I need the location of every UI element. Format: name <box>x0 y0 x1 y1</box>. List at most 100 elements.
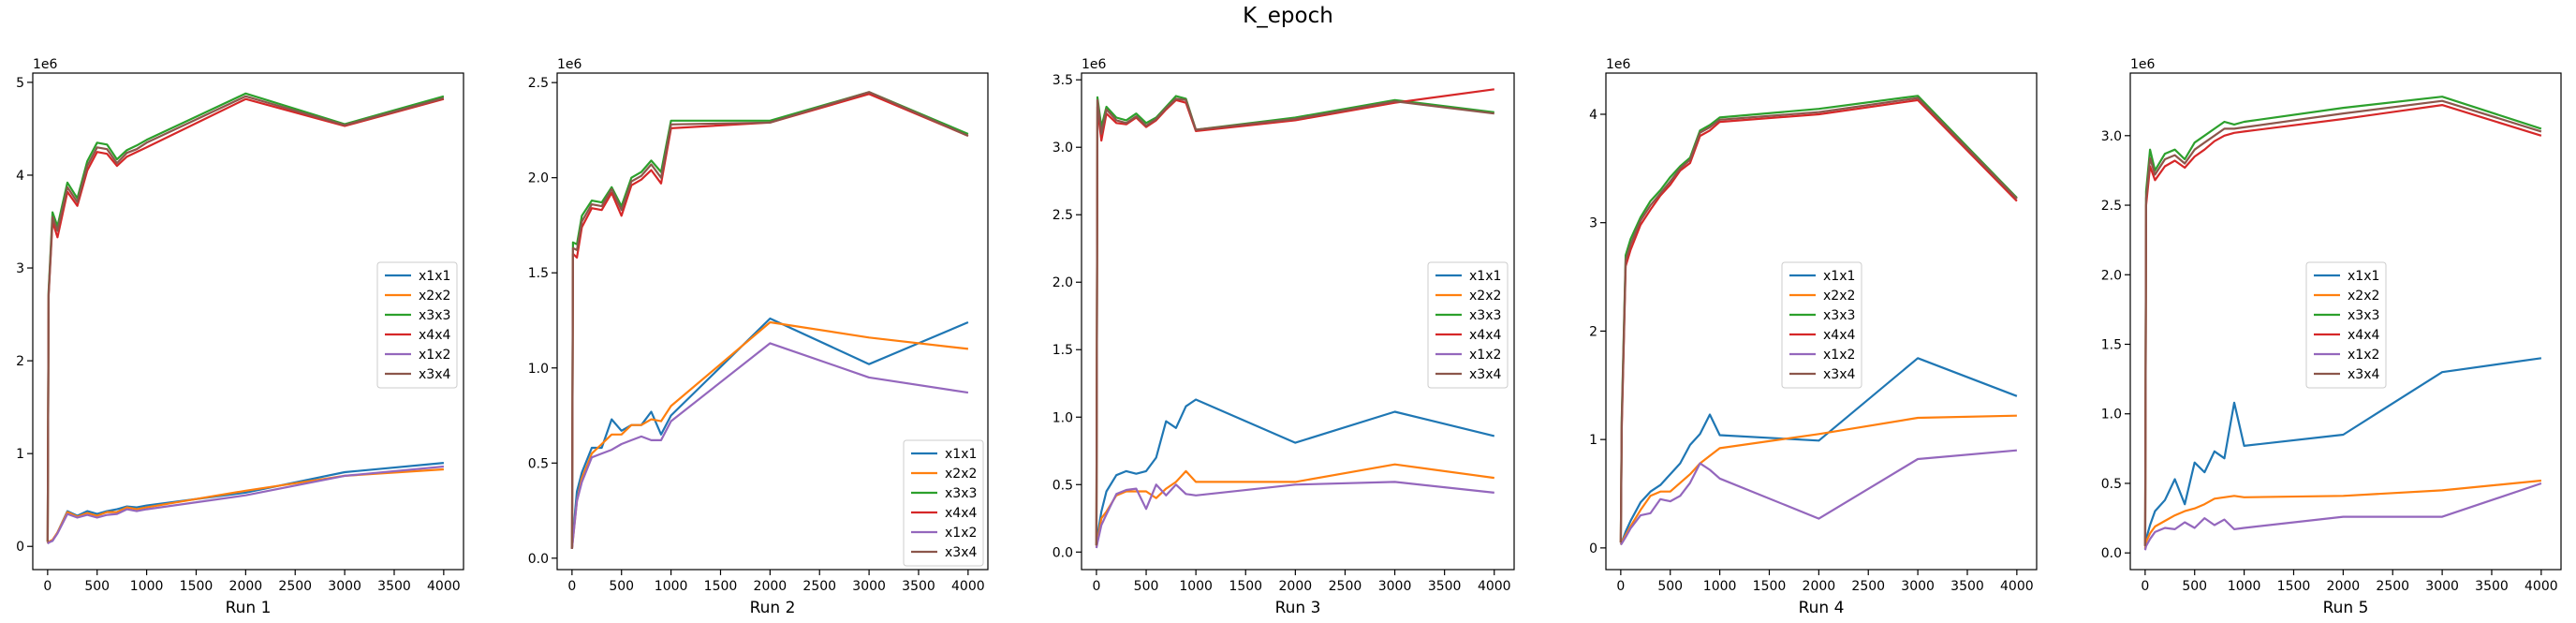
legend-label-x1x2: x1x2 <box>2348 348 2379 363</box>
x-tick-label: 1000 <box>1703 579 1737 594</box>
x-tick-label: 3000 <box>1901 579 1935 594</box>
series-line-x3x3 <box>1619 95 2018 543</box>
series-line-x3x4 <box>570 91 969 549</box>
x-tick-label: 500 <box>1134 579 1159 594</box>
legend-label-x1x1: x1x1 <box>1823 269 1855 284</box>
legend-label-x1x2: x1x2 <box>1469 348 1501 363</box>
y-scale-label: 1e6 <box>2130 57 2156 72</box>
y-tick-label: 3.0 <box>2101 129 2122 144</box>
x-axis-label: Run 3 <box>1275 599 1321 617</box>
figure-title: K_epoch <box>1243 4 1333 28</box>
legend: x1x1 x2x2 x3x3 x4x4 x1x2 x3x4 <box>1781 261 1862 389</box>
legend-label-x3x3: x3x3 <box>945 486 977 501</box>
y-tick-label: 0.5 <box>1052 478 1073 493</box>
series-line-x3x4 <box>1095 97 1494 546</box>
x-tick-label: 2500 <box>1329 579 1362 594</box>
chart-panel-2: 0 500 1000 1500 2000 2500 3000 3500 4000 0.0 0.5 1.… <box>528 57 989 617</box>
legend-label-x4x4: x4x4 <box>1469 328 1501 343</box>
y-tick-label: 1 <box>1589 433 1597 448</box>
x-tick-label: 0 <box>43 579 52 594</box>
y-tick-label: 1 <box>16 447 24 462</box>
legend-label-x2x2: x2x2 <box>1823 289 1855 304</box>
x-tick-label: 3000 <box>328 579 361 594</box>
x-tick-label: 3500 <box>1428 579 1462 594</box>
x-axis-label: Run 4 <box>1799 599 1845 617</box>
x-tick-label: 2500 <box>2376 579 2409 594</box>
x-tick-label: 1500 <box>1753 579 1787 594</box>
legend: x1x1 x2x2 x3x3 x4x4 x1x2 x3x4 <box>1427 261 1509 389</box>
y-scale-label: 1e6 <box>557 57 582 72</box>
x-tick-label: 500 <box>2182 579 2207 594</box>
y-tick-label: 2.0 <box>1052 275 1073 290</box>
x-axis-label: Run 1 <box>226 599 272 617</box>
legend-label-x3x4: x3x4 <box>945 545 977 560</box>
series-line-x2x2 <box>46 467 444 544</box>
y-tick-label: 1.5 <box>1052 343 1073 358</box>
x-tick-label: 2500 <box>1851 579 1885 594</box>
x-axis-label: Run 2 <box>750 599 796 617</box>
legend-label-x2x2: x2x2 <box>419 289 450 304</box>
y-tick-label: 3.0 <box>1052 141 1073 156</box>
y-tick-label: 2.5 <box>528 76 549 91</box>
series-line-x1x1 <box>2143 357 2542 549</box>
y-tick-label: 2 <box>16 354 24 369</box>
series-line-x4x4 <box>570 93 969 549</box>
x-tick-label: 0 <box>2141 579 2149 594</box>
y-tick-label: 0.0 <box>2101 546 2122 561</box>
y-tick-label: 0.5 <box>528 456 549 471</box>
y-tick-label: 3.5 <box>1052 73 1073 88</box>
y-tick-label: 1.0 <box>1052 410 1073 425</box>
series-line-x1x2 <box>1620 449 2017 546</box>
x-tick-label: 2000 <box>2327 579 2361 594</box>
x-tick-label: 500 <box>84 579 110 594</box>
x-tick-label: 4000 <box>2000 579 2034 594</box>
y-tick-label: 2.5 <box>1052 208 1073 223</box>
y-tick-label: 0.0 <box>1052 545 1073 560</box>
x-tick-label: 0 <box>567 579 576 594</box>
legend-box <box>1427 261 1509 389</box>
x-tick-label: 3500 <box>377 579 411 594</box>
y-scale-label: 1e6 <box>1606 57 1631 72</box>
legend-label-x4x4: x4x4 <box>419 328 450 343</box>
legend-box <box>903 439 984 567</box>
x-tick-label: 2500 <box>802 579 836 594</box>
series-line-x1x2 <box>2143 482 2542 551</box>
axes-frame <box>1081 72 1515 571</box>
x-tick-label: 1000 <box>130 579 164 594</box>
x-tick-label: 4000 <box>427 579 461 594</box>
legend-label-x3x4: x3x4 <box>2348 367 2379 382</box>
y-tick-label: 4 <box>16 169 24 184</box>
legend-label-x4x4: x4x4 <box>2348 328 2379 343</box>
legend-box <box>1781 261 1862 389</box>
x-tick-label: 4000 <box>951 579 985 594</box>
legend: x1x1 x2x2 x3x3 x4x4 x1x2 x3x4 <box>376 261 458 389</box>
x-tick-label: 3000 <box>1378 579 1412 594</box>
x-axis-label: Run 5 <box>2323 599 2369 617</box>
series-line-x2x2 <box>1095 463 1494 547</box>
legend-label-x4x4: x4x4 <box>1823 328 1855 343</box>
series-line-x4x4 <box>1095 88 1494 546</box>
legend-box <box>2305 261 2387 389</box>
legend-label-x4x4: x4x4 <box>945 506 977 521</box>
x-tick-label: 1000 <box>1179 579 1213 594</box>
y-tick-label: 2.5 <box>2101 199 2122 214</box>
series-line-x3x3 <box>2143 96 2542 546</box>
x-tick-label: 4000 <box>1478 579 1511 594</box>
legend-label-x2x2: x2x2 <box>2348 289 2379 304</box>
x-tick-label: 1500 <box>180 579 213 594</box>
legend-label-x1x1: x1x1 <box>419 269 450 284</box>
legend-label-x1x2: x1x2 <box>945 526 977 541</box>
x-tick-label: 0 <box>1616 579 1625 594</box>
legend-label-x1x1: x1x1 <box>1469 269 1501 284</box>
x-tick-label: 500 <box>1657 579 1683 594</box>
y-tick-label: 1.5 <box>528 266 549 281</box>
legend-label-x1x1: x1x1 <box>2348 269 2379 284</box>
x-tick-label: 3500 <box>1950 579 1984 594</box>
x-tick-label: 3500 <box>2475 579 2509 594</box>
series-line-x3x3 <box>46 92 445 542</box>
series-line-x1x1 <box>1095 398 1495 546</box>
y-tick-label: 0 <box>16 540 24 555</box>
y-tick-label: 1.0 <box>2101 408 2122 423</box>
legend-label-x2x2: x2x2 <box>945 467 977 482</box>
chart-panel-3: 0 500 1000 1500 2000 2500 3000 3500 4000 0.0 0.5 1.… <box>1052 57 1515 617</box>
